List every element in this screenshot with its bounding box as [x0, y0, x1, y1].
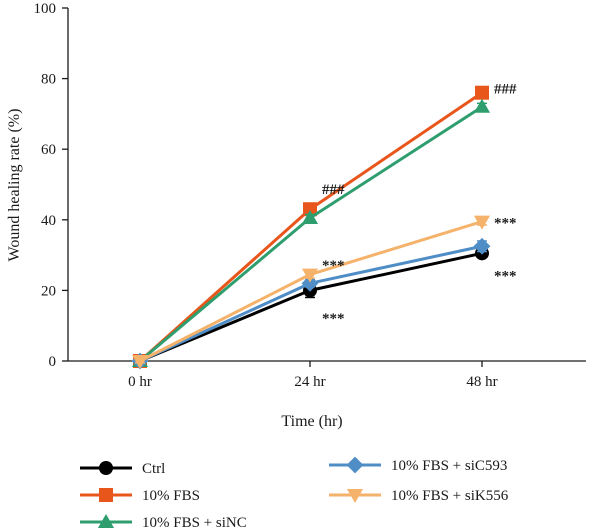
- data-point: [475, 85, 489, 100]
- series: [131, 98, 491, 367]
- legend-label: 10% FBS: [142, 488, 200, 504]
- legend-marker: [97, 513, 115, 528]
- data-point: [301, 268, 319, 283]
- legend-marker: [346, 456, 364, 474]
- data-point: [301, 209, 319, 224]
- significance-annotation: ###: [494, 81, 517, 97]
- legend: Ctrl 10% FBS 10% FBS + siNC 10% FBS + siC59…: [80, 456, 509, 531]
- data-point: [473, 237, 491, 255]
- x-axis-title: Time (hr): [281, 413, 342, 430]
- significance-annotation: ***: [322, 258, 345, 274]
- significance-annotation: ***: [322, 311, 345, 327]
- significance-annotation: ***: [494, 269, 517, 285]
- series: [133, 246, 489, 368]
- legend-item: 10% FBS + siNC: [80, 513, 247, 531]
- significance-annotation: ***: [494, 216, 517, 232]
- y-tick-label: 40: [41, 213, 56, 229]
- series-line: [139, 91, 483, 363]
- data-point: [303, 202, 317, 217]
- data-point: [473, 215, 491, 230]
- legend-item: 10% FBS + siK556: [329, 488, 509, 504]
- series-line: [139, 105, 483, 363]
- significance-annotation: ###: [322, 182, 345, 198]
- x-tick-label: 48 hr: [466, 374, 497, 390]
- series: [131, 237, 491, 370]
- annotations: ### ### *** *** *** ***: [322, 81, 517, 326]
- y-tick-label: 100: [34, 1, 57, 17]
- y-axis-title: Wound healing rate (%): [6, 109, 23, 262]
- legend-marker: [99, 461, 113, 475]
- data-point: [473, 98, 491, 113]
- legend-label: 10% FBS + siNC: [142, 515, 247, 531]
- series: [133, 85, 489, 368]
- x-tick-label: 24 hr: [294, 374, 325, 390]
- legend-item: 10% FBS: [80, 488, 200, 504]
- series-layer: [131, 85, 491, 370]
- legend-label: 10% FBS + siC593: [391, 458, 507, 474]
- legend-label: 10% FBS + siK556: [391, 488, 509, 504]
- axes: 0 20 40 60 80 100 0 hr 24 hr 48 hr: [34, 1, 586, 390]
- series: [131, 215, 491, 370]
- legend-label: Ctrl: [142, 461, 165, 477]
- legend-marker: [99, 488, 113, 502]
- legend-item: Ctrl: [80, 461, 165, 477]
- y-tick-label: 0: [49, 354, 57, 370]
- data-point: [131, 355, 149, 370]
- x-tick-label: 0 hr: [128, 374, 152, 390]
- legend-item: 10% FBS + siC593: [329, 456, 507, 474]
- data-point: [301, 274, 319, 292]
- y-tick-label: 80: [41, 72, 56, 88]
- legend-marker: [346, 489, 364, 504]
- y-tick-label: 60: [41, 142, 56, 158]
- y-tick-label: 20: [41, 283, 56, 299]
